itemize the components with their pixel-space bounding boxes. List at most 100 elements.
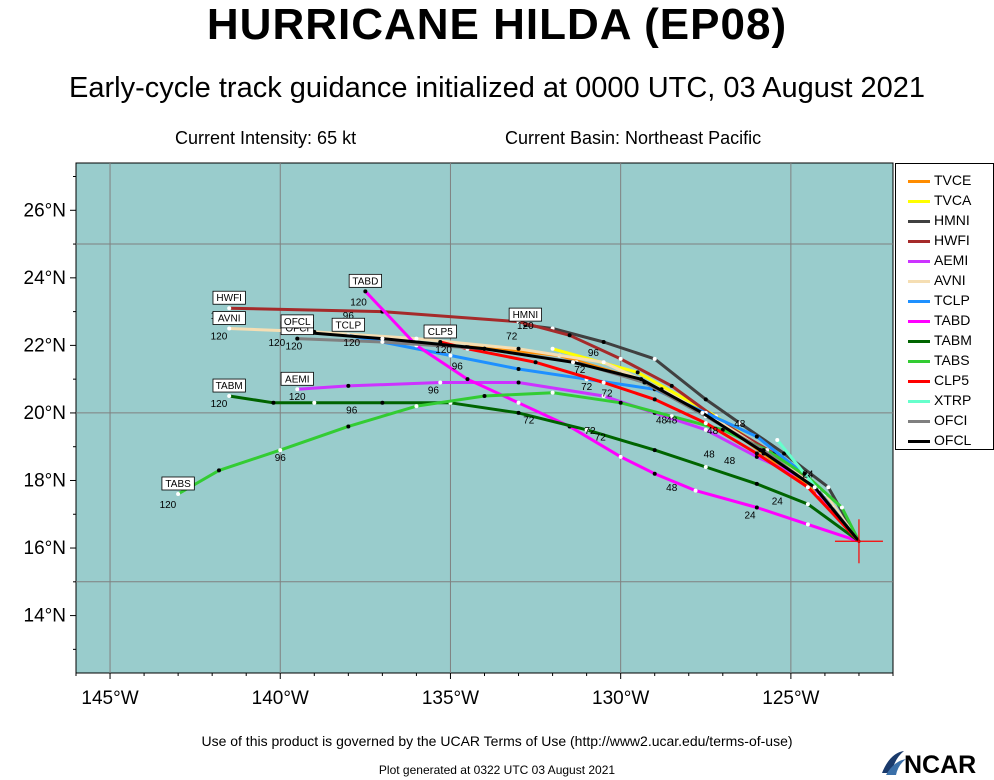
- y-tick-label: 26°N: [24, 200, 66, 221]
- chart-subtitle: Early-cycle track guidance initialized a…: [69, 72, 925, 104]
- forecast-hour-label: 96: [275, 453, 287, 464]
- track-point: [176, 491, 181, 496]
- track-point: [805, 485, 810, 490]
- legend-swatch: [908, 360, 930, 363]
- track-point: [775, 437, 780, 442]
- track-point: [380, 340, 385, 345]
- x-tick-label: 125°W: [762, 688, 819, 709]
- track-point: [618, 400, 623, 405]
- legend: TVCE TVCA HMNI HWFI AEMI AVNI TCLP TABD TABM TABS…: [895, 163, 994, 450]
- ncar-logo-text: NCAR: [904, 751, 977, 779]
- track-point: [754, 451, 759, 456]
- x-tick-label: 145°W: [81, 688, 138, 709]
- model-label: TCLP: [336, 320, 362, 331]
- forecast-hour-label: 48: [656, 416, 668, 427]
- track-point: [414, 404, 419, 409]
- forecast-hour-label: 48: [666, 416, 678, 427]
- forecast-hour-label: 96: [346, 406, 358, 417]
- legend-label: OFCI: [934, 412, 968, 428]
- model-label: TABD: [352, 276, 378, 287]
- legend-item-tvca: TVCA: [896, 191, 993, 211]
- legend-swatch: [908, 200, 930, 203]
- track-point: [618, 454, 623, 459]
- y-tick-label: 14°N: [24, 606, 66, 627]
- legend-swatch: [908, 340, 930, 343]
- track-point: [669, 383, 674, 388]
- forecast-hour-label: 72: [595, 433, 607, 444]
- forecast-hour-label: 96: [428, 385, 440, 396]
- model-label: HWFI: [216, 293, 242, 304]
- model-label-box: [161, 476, 195, 491]
- ncar-logo-mark-icon: [882, 751, 906, 775]
- track-point: [782, 451, 787, 456]
- legend-item-avni: AVNI: [896, 271, 993, 291]
- model-label-box: [212, 378, 246, 393]
- track-point: [618, 356, 623, 361]
- legend-label: CLP5: [934, 372, 970, 388]
- forecast-hour-label: 120: [517, 321, 534, 332]
- track-point: [720, 427, 725, 432]
- track-point: [754, 481, 759, 486]
- track-point: [700, 410, 705, 415]
- track-point: [438, 380, 443, 385]
- x-tick-label: 140°W: [252, 688, 309, 709]
- track-point: [567, 333, 572, 338]
- track-point: [758, 448, 763, 453]
- model-label-box: [212, 311, 246, 325]
- y-tick-label: 24°N: [24, 268, 66, 289]
- forecast-hour-label: 120: [211, 331, 228, 342]
- track-point: [703, 427, 708, 432]
- y-tick-label: 20°N: [24, 403, 66, 424]
- legend-label: AEMI: [934, 252, 969, 268]
- forecast-hour-label: 120: [211, 399, 228, 410]
- legend-label: TCLP: [934, 292, 970, 308]
- legend-label: TVCE: [934, 172, 972, 188]
- track-point: [516, 410, 521, 415]
- model-label-box: [348, 273, 382, 288]
- track-point: [703, 464, 708, 469]
- track-point: [271, 400, 276, 405]
- track-point: [693, 488, 698, 493]
- model-label-box: [423, 324, 457, 339]
- legend-label: HWFI: [934, 232, 970, 248]
- model-label: TABM: [216, 381, 243, 392]
- legend-swatch: [908, 300, 930, 303]
- track-point: [346, 424, 351, 429]
- track-point: [571, 360, 576, 365]
- track-point: [448, 353, 453, 358]
- legend-item-ofcl: OFCL: [896, 431, 993, 451]
- track-point: [227, 326, 232, 331]
- model-label: AVNI: [218, 313, 241, 324]
- track-point: [227, 394, 232, 399]
- chart-title: HURRICANE HILDA (EP08): [206, 0, 788, 49]
- track-point: [533, 360, 538, 365]
- legend-swatch: [908, 280, 930, 283]
- forecast-hour-label: 120: [435, 345, 452, 356]
- legend-item-aemi: AEMI: [896, 251, 993, 271]
- track-point: [652, 471, 657, 476]
- track-point: [346, 383, 351, 388]
- legend-swatch: [908, 380, 930, 383]
- legend-item-tvce: TVCE: [896, 171, 993, 191]
- track-point: [754, 505, 759, 510]
- model-label: CLP5: [428, 327, 453, 338]
- track-point: [802, 471, 807, 476]
- track-point: [703, 421, 708, 426]
- track-point: [826, 485, 831, 490]
- forecast-hour-label: 48: [734, 419, 746, 430]
- model-label: OFCL: [284, 317, 311, 328]
- terms-of-use-footer: Use of this product is governed by the U…: [201, 733, 793, 749]
- forecast-hour-label: 48: [704, 449, 716, 460]
- track-point: [516, 400, 521, 405]
- legend-item-hwfi: HWFI: [896, 231, 993, 251]
- track-point: [414, 336, 419, 341]
- forecast-hour-label: 96: [588, 348, 600, 359]
- legend-label: TABD: [934, 312, 971, 328]
- legend-item-tabd: TABD: [896, 311, 993, 331]
- track-point: [805, 522, 810, 527]
- forecast-hour-label: 120: [350, 297, 367, 308]
- track-point: [839, 505, 844, 510]
- track-point: [295, 387, 300, 392]
- track-point: [312, 400, 317, 405]
- forecast-hour-label: 72: [574, 365, 586, 376]
